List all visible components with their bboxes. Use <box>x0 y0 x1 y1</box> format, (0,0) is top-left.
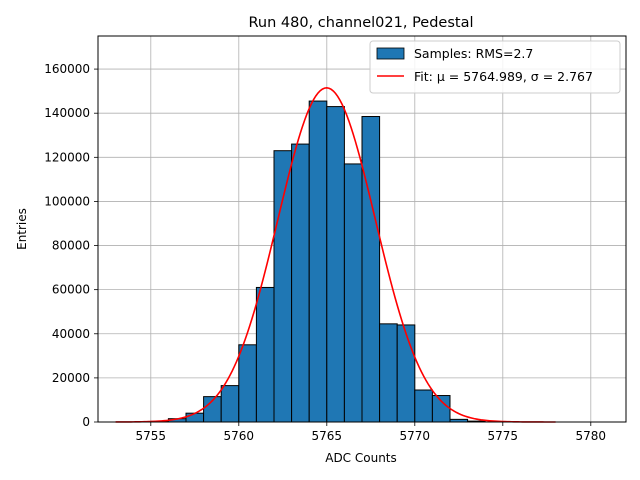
y-tick-label: 60000 <box>52 283 90 297</box>
legend-samples-swatch <box>376 47 405 60</box>
histogram-bar <box>379 323 398 423</box>
legend: Samples: RMS=2.7 Fit: μ = 5764.989, σ = … <box>369 40 621 94</box>
x-tick-label: 5760 <box>224 429 255 443</box>
y-tick-label: 140000 <box>44 106 90 120</box>
chart-title: Run 480, channel021, Pedestal <box>248 15 473 31</box>
x-axis-ticks: 5755 5760 5765 5770 5775 5780 <box>136 422 607 443</box>
fit-curve <box>115 87 556 423</box>
x-tick-label: 5770 <box>400 429 431 443</box>
histogram-bar <box>255 286 275 423</box>
histogram-bar <box>414 389 433 423</box>
legend-box <box>369 40 621 94</box>
x-tick-label: 5780 <box>576 429 607 443</box>
histogram-bar <box>273 150 293 423</box>
y-tick-label: 160000 <box>44 62 90 76</box>
y-tick-label: 120000 <box>44 150 90 164</box>
y-tick-label: 0 <box>82 415 90 429</box>
y-tick-label: 40000 <box>52 327 90 341</box>
histogram-bar <box>238 344 257 423</box>
y-axis-ticks: 0 20000 40000 60000 80000 100000 120000 140000 1… <box>44 62 98 429</box>
histogram-bar <box>308 100 328 423</box>
histogram-bars <box>150 100 486 423</box>
histogram-bar <box>291 143 310 423</box>
histogram-bar <box>326 106 345 423</box>
x-tick-label: 5755 <box>136 429 167 443</box>
histogram-bar <box>396 324 416 423</box>
legend-samples-label: Samples: RMS=2.7 <box>414 46 533 61</box>
legend-fit-label: Fit: μ = 5764.989, σ = 2.767 <box>414 69 593 84</box>
x-tick-label: 5775 <box>488 429 519 443</box>
histogram-bar <box>361 116 381 423</box>
histogram-bar <box>220 385 240 423</box>
histogram-bar <box>343 163 363 423</box>
histogram-bar <box>185 412 205 423</box>
y-axis-label: Entries <box>15 208 29 250</box>
x-axis-label: ADC Counts <box>325 451 397 465</box>
y-tick-label: 20000 <box>52 371 90 385</box>
y-tick-label: 80000 <box>52 239 90 253</box>
x-tick-label: 5765 <box>312 429 343 443</box>
y-tick-label: 100000 <box>44 194 90 208</box>
histogram-bar <box>431 395 451 423</box>
plot-frame <box>97 35 627 423</box>
